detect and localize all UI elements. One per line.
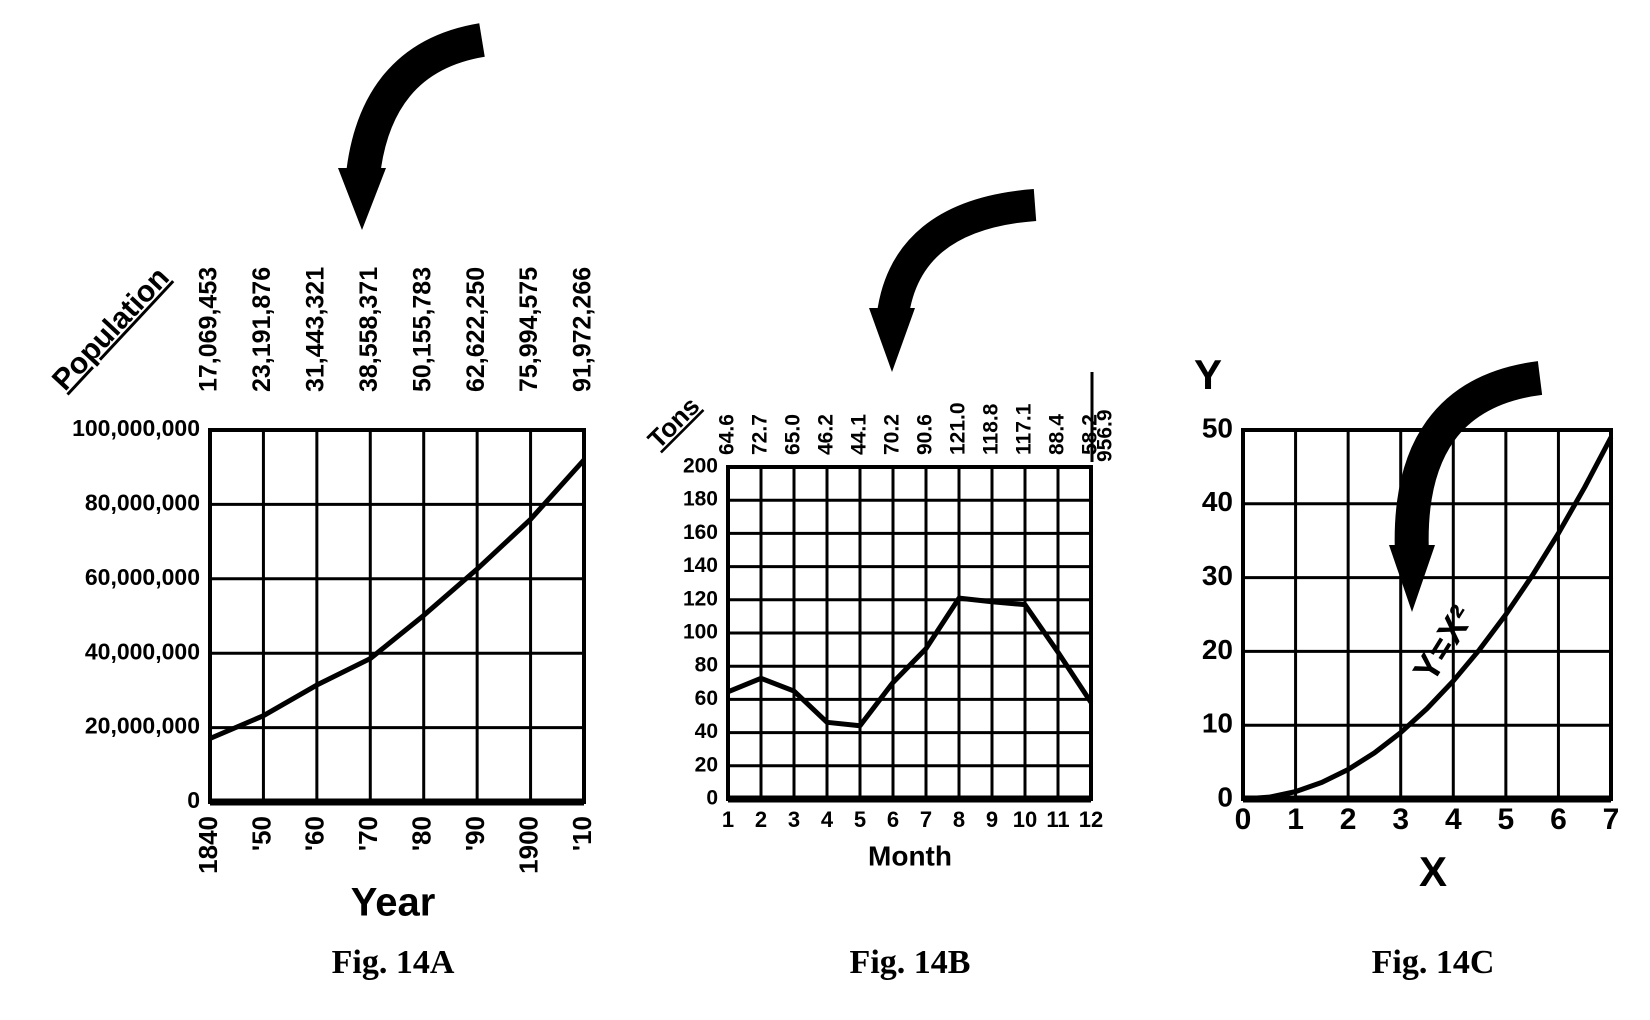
x-tick-label: '60 <box>300 816 330 851</box>
value-label: 65.0 <box>782 414 805 455</box>
y-tick-label: 40,000,000 <box>85 638 200 664</box>
y-tick-label: 80,000,000 <box>85 489 200 515</box>
value-label: 23,191,876 <box>248 267 276 392</box>
y-tick-label: 60 <box>695 687 718 710</box>
x-tick-label: 9 <box>986 807 998 832</box>
value-label: 91,972,266 <box>569 267 597 392</box>
value-label: 75,994,575 <box>515 267 543 392</box>
x-axis-label: Month <box>868 840 952 871</box>
y-tick-label: 50 <box>1202 412 1233 443</box>
y-axis-label: Y <box>1194 351 1222 398</box>
annotation: Y=X² <box>1405 598 1483 688</box>
x-tick-label: 1840 <box>193 816 223 874</box>
y-tick-label: 40 <box>1202 486 1233 517</box>
chart-title: Fig. 14C <box>1372 944 1495 981</box>
data-line <box>209 458 586 741</box>
x-tick-label: 12 <box>1079 807 1103 832</box>
chart-title: Fig. 14A <box>332 944 455 981</box>
value-label: 50,155,783 <box>408 267 436 392</box>
y-tick-label: 160 <box>683 521 718 544</box>
y-tick-label: 0 <box>706 787 718 810</box>
y-tick-label: 20 <box>695 753 718 776</box>
y-tick-label: 60,000,000 <box>85 564 200 590</box>
value-label: 118.8 <box>980 403 1003 455</box>
x-tick-label: 5 <box>854 807 866 832</box>
y-tick-label: 180 <box>683 488 718 511</box>
plot-frame <box>208 428 586 804</box>
y-tick-label: 0 <box>1217 781 1233 812</box>
y-tick-label: 30 <box>1202 560 1233 591</box>
value-label: 88.4 <box>1046 414 1069 455</box>
x-tick-label: '80 <box>407 816 437 851</box>
x-tick-label: 0 <box>1235 803 1252 836</box>
y-tick-label: 20 <box>1202 634 1233 665</box>
x-tick-label: 7 <box>920 807 932 832</box>
y-tick-label: 120 <box>683 587 718 610</box>
x-tick-label: '10 <box>567 816 597 851</box>
value-label: 72.7 <box>749 414 772 455</box>
y-tick-label: 10 <box>1202 708 1233 739</box>
y-tick-label: 200 <box>683 455 718 478</box>
x-tick-label: 1 <box>1287 803 1304 836</box>
arrow <box>1394 361 1543 556</box>
x-tick-label: 2 <box>755 807 767 832</box>
x-tick-label: '90 <box>460 816 490 851</box>
total-label: 956.9 <box>1094 409 1117 462</box>
data-line <box>727 595 1094 729</box>
chart-title: Fig. 14B <box>850 944 971 981</box>
y-tick-label: 100,000,000 <box>72 415 200 441</box>
x-tick-label: '50 <box>246 816 276 851</box>
x-axis-label: X <box>1419 848 1447 895</box>
value-label: 44.1 <box>848 414 871 455</box>
value-label: 70.2 <box>881 414 904 455</box>
y-tick-label: 40 <box>695 720 718 743</box>
arrow-head <box>338 168 386 230</box>
y-tick-label: 100 <box>683 621 718 644</box>
x-tick-label: 3 <box>788 807 800 832</box>
data-line <box>1242 436 1614 802</box>
x-tick-label: 4 <box>821 807 834 832</box>
value-label: 121.0 <box>947 402 970 455</box>
y-tick-label: 0 <box>187 787 200 813</box>
value-label: 62,622,250 <box>462 267 490 392</box>
value-label: 38,558,371 <box>355 267 383 392</box>
x-tick-label: 6 <box>1550 803 1567 836</box>
x-tick-label: '70 <box>353 816 383 851</box>
x-tick-label: 6 <box>887 807 899 832</box>
x-tick-label: 2 <box>1340 803 1357 836</box>
x-tick-label: 5 <box>1498 803 1515 836</box>
arrow <box>876 189 1037 324</box>
x-axis-label: Year <box>351 881 436 925</box>
x-tick-label: 1 <box>722 807 734 832</box>
value-label: 90.6 <box>914 414 937 455</box>
y-tick-label: 20,000,000 <box>85 713 200 739</box>
y-tick-label: 80 <box>695 654 718 677</box>
y-tick-label: 140 <box>683 554 718 577</box>
value-labels-title: Population <box>46 261 176 397</box>
x-tick-label: 4 <box>1445 803 1462 836</box>
arrow <box>345 23 486 187</box>
x-tick-label: 3 <box>1392 803 1409 836</box>
value-label: 31,443,321 <box>301 267 329 392</box>
x-tick-label: 10 <box>1013 807 1037 832</box>
x-tick-label: 11 <box>1046 807 1069 832</box>
arrow-head <box>869 308 915 372</box>
value-label: 64.6 <box>716 414 739 455</box>
value-label: 17,069,453 <box>195 267 223 392</box>
x-tick-label: 1900 <box>513 816 543 874</box>
x-tick-label: 8 <box>953 807 965 832</box>
value-label: 46.2 <box>815 414 838 455</box>
x-tick-label: 7 <box>1603 803 1620 836</box>
value-label: 117.1 <box>1013 403 1036 455</box>
value-labels-title: Tons <box>642 391 706 455</box>
value-label: 58.2 <box>1079 414 1102 455</box>
